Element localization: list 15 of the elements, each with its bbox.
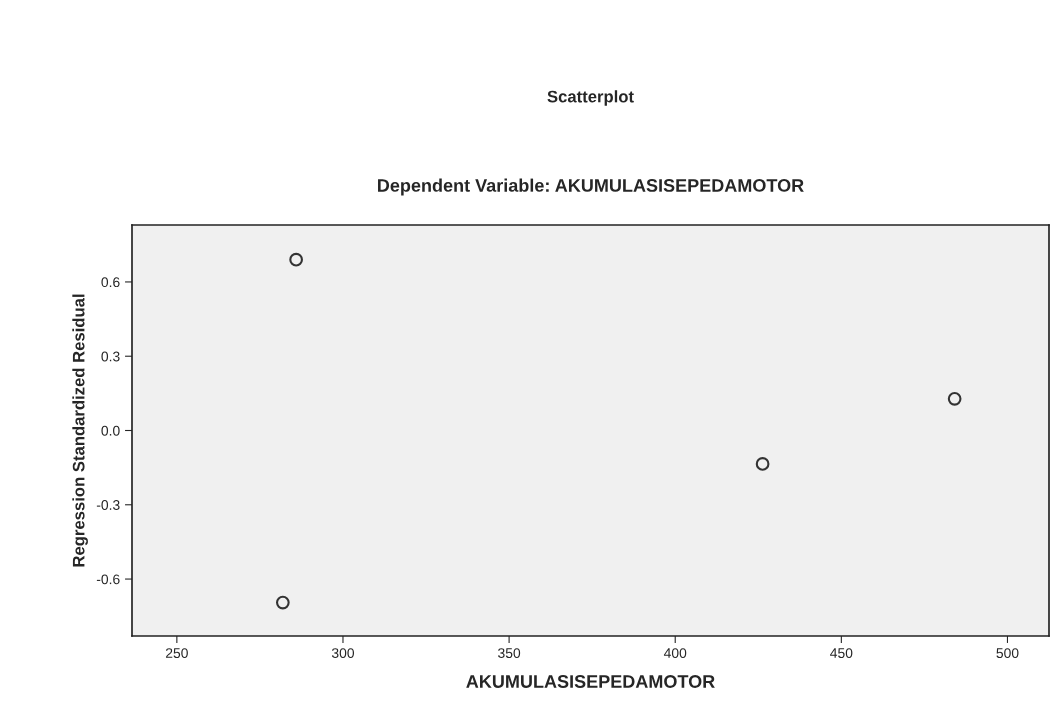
y-tick-label: -0.3 <box>96 500 120 510</box>
x-axis-title: AKUMULASISEPEDAMOTOR <box>466 675 715 688</box>
y-tick-label: -0.6 <box>96 574 120 585</box>
x-tick-label: 450 <box>830 648 853 659</box>
x-tick-label: 400 <box>663 648 687 659</box>
chart-subtitle: Dependent Variable: AKUMULASISEPEDAMOTOR <box>378 178 804 196</box>
y-tick-label: 0.3 <box>101 351 120 362</box>
x-tick-label: 350 <box>498 648 521 659</box>
y-axis-title: Regression Standardized Residual <box>72 294 88 567</box>
x-tick-label: 500 <box>996 648 1019 659</box>
x-tick-label: 300 <box>331 648 355 659</box>
x-tick-label: 250 <box>165 648 188 659</box>
y-tick-label: 0.6 <box>101 277 120 288</box>
y-tick-label: 0.0 <box>101 425 120 436</box>
chart-title: Scatterplot <box>547 90 634 106</box>
